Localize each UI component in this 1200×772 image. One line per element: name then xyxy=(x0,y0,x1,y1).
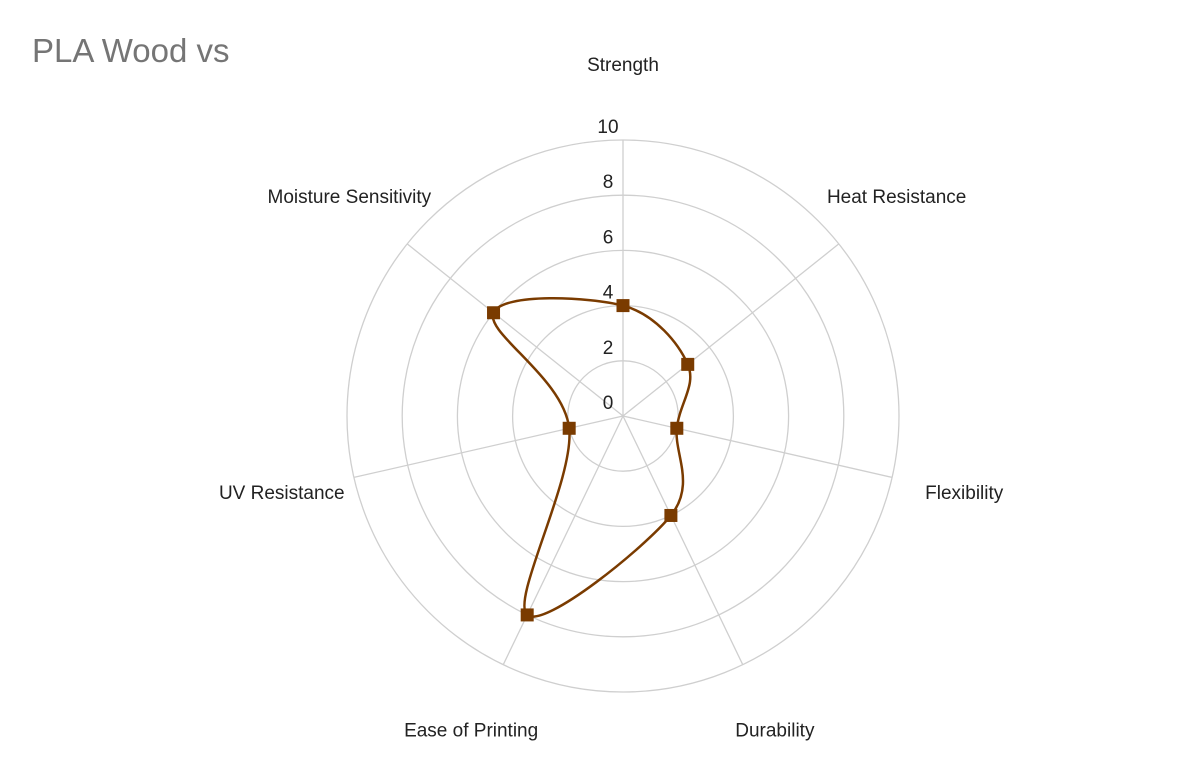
tick-label: 0 xyxy=(603,393,614,414)
point-marker xyxy=(681,357,695,371)
axis-spoke xyxy=(353,415,624,479)
tick-label: 6 xyxy=(603,227,614,248)
category-label: Durability xyxy=(735,720,815,741)
axis-spoke xyxy=(622,415,893,479)
tick-label: 8 xyxy=(603,172,614,193)
category-label: Heat Resistance xyxy=(827,187,966,208)
series-line xyxy=(491,297,692,618)
point-marker xyxy=(562,421,576,435)
point-marker xyxy=(487,306,501,320)
category-label: Ease of Printing xyxy=(404,720,538,741)
category-label: Flexibility xyxy=(925,483,1004,504)
category-label: UV Resistance xyxy=(219,483,345,504)
category-label: Strength xyxy=(587,55,659,76)
point-marker xyxy=(664,508,678,522)
point-marker xyxy=(670,421,684,435)
point-marker xyxy=(616,299,630,313)
chart-title: PLA Wood vs xyxy=(32,32,230,69)
axis-spoke xyxy=(622,415,744,665)
tick-label: 2 xyxy=(603,338,614,359)
category-label: Moisture Sensitivity xyxy=(268,187,432,208)
axis-spoke xyxy=(622,243,840,417)
tick-label: 4 xyxy=(603,283,614,304)
point-marker xyxy=(520,608,534,622)
tick-label: 10 xyxy=(597,117,618,138)
axis-spoke xyxy=(406,243,624,417)
axis-spoke xyxy=(502,415,624,665)
